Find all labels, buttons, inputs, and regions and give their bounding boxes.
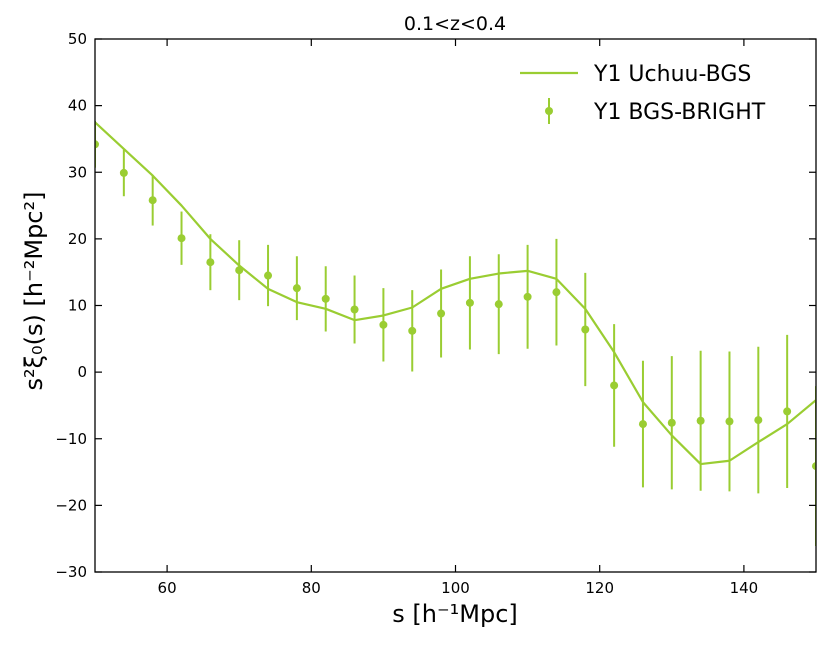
y-tick-label: −20 bbox=[55, 496, 87, 514]
data-point bbox=[235, 266, 244, 275]
data-point bbox=[494, 300, 503, 309]
data-point bbox=[379, 320, 388, 329]
x-tick-label: 120 bbox=[585, 579, 614, 597]
data-point bbox=[552, 288, 561, 297]
y-axis-label: s²ξ₀(s) [h⁻²Mpc²] bbox=[20, 192, 48, 391]
data-point bbox=[321, 294, 330, 303]
legend-label-bgs-bright: Y1 BGS-BRIGHT bbox=[593, 100, 766, 125]
data-point bbox=[437, 309, 446, 318]
y-tick-label: 40 bbox=[68, 97, 87, 115]
data-point bbox=[812, 462, 816, 471]
data-point bbox=[754, 416, 763, 425]
data-point bbox=[667, 418, 676, 427]
data-point bbox=[148, 196, 157, 205]
y-tick-label: −30 bbox=[55, 563, 87, 581]
data-point bbox=[696, 416, 705, 425]
data-point bbox=[783, 407, 792, 416]
series-line-uchuu-bgs bbox=[95, 121, 816, 466]
data-point bbox=[465, 298, 474, 307]
data-point bbox=[523, 292, 532, 301]
data-point bbox=[119, 168, 128, 177]
data-point bbox=[350, 305, 359, 314]
chart-title: 0.1<z<0.4 bbox=[404, 13, 506, 35]
y-tick-label: −10 bbox=[55, 430, 87, 448]
x-tick-label: 60 bbox=[158, 579, 177, 597]
data-point bbox=[408, 326, 417, 335]
data-layer bbox=[95, 120, 816, 547]
y-tick-label: 20 bbox=[68, 230, 87, 248]
legend-marker-swatch bbox=[545, 107, 553, 115]
data-point bbox=[581, 325, 590, 334]
plot-area: 60 80 100 120 140 −30 −20 −10 0 10 20 30 40 50 bbox=[55, 30, 817, 597]
data-point bbox=[206, 258, 215, 267]
y-tick-label: 50 bbox=[68, 30, 87, 48]
data-point bbox=[610, 381, 619, 390]
x-tick-label: 100 bbox=[441, 579, 470, 597]
data-point bbox=[95, 140, 99, 149]
x-axis-label: s [h⁻¹Mpc] bbox=[392, 600, 518, 628]
data-point bbox=[725, 417, 734, 426]
x-tick-label: 80 bbox=[302, 579, 321, 597]
x-tick-label: 140 bbox=[730, 579, 759, 597]
y-tick-label: 30 bbox=[68, 163, 87, 181]
data-point bbox=[264, 271, 273, 280]
legend-label-uchuu-bgs: Y1 Uchuu-BGS bbox=[593, 62, 751, 87]
data-point bbox=[292, 284, 301, 293]
data-point bbox=[177, 234, 186, 243]
legend: Y1 Uchuu-BGS Y1 BGS-BRIGHT bbox=[520, 62, 766, 125]
y-tick-label: 0 bbox=[77, 363, 87, 381]
data-point bbox=[638, 420, 647, 429]
y-tick-label: 10 bbox=[68, 297, 87, 315]
